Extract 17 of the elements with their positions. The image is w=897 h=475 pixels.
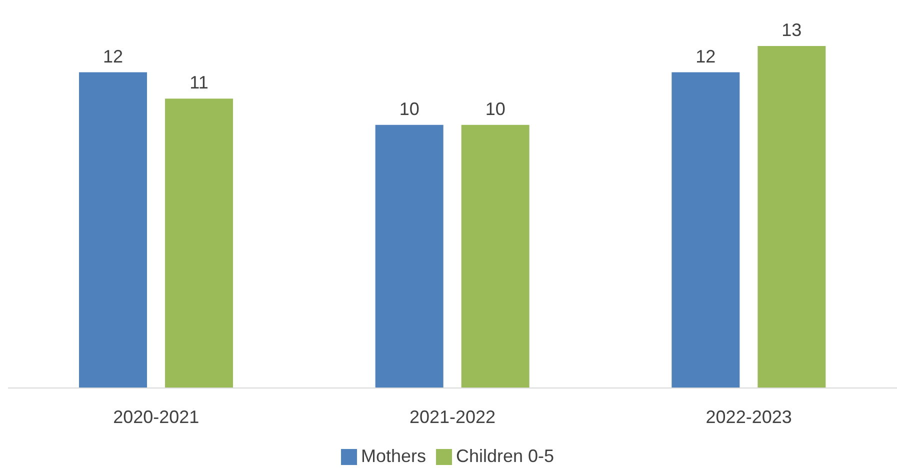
x-tick-label: 2020-2021 bbox=[113, 406, 200, 427]
bar bbox=[375, 124, 444, 388]
bar bbox=[758, 46, 826, 388]
data-label: 10 bbox=[399, 98, 420, 119]
bar bbox=[672, 72, 740, 388]
x-tick-label: 2021-2022 bbox=[409, 406, 496, 427]
data-label: 10 bbox=[485, 98, 506, 119]
data-label: 12 bbox=[102, 46, 124, 66]
bar bbox=[165, 98, 233, 388]
data-label: 12 bbox=[696, 46, 716, 66]
x-tick-label: 2022-2023 bbox=[706, 406, 792, 427]
bar bbox=[79, 72, 147, 388]
legend-label: Mothers bbox=[360, 446, 426, 466]
legend-label: Children 0-5 bbox=[456, 446, 554, 466]
bar bbox=[461, 124, 530, 388]
data-label: 13 bbox=[782, 20, 802, 40]
data-label: 11 bbox=[190, 72, 208, 93]
